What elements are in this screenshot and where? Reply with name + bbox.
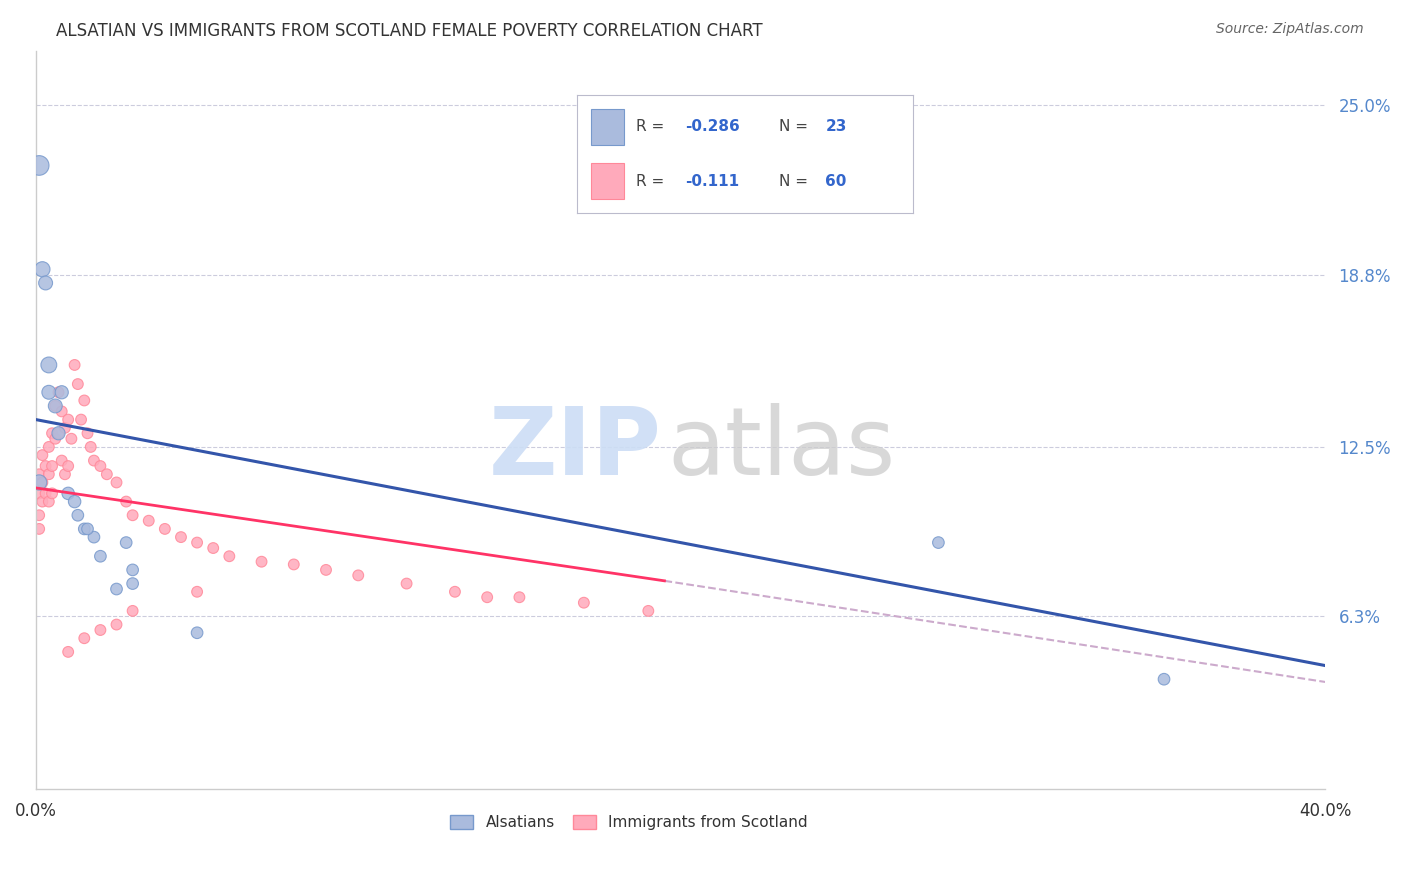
Point [115, 494, 138, 508]
Point [475, 591, 498, 605]
Point [38, 385, 60, 400]
Point [218, 549, 240, 564]
Point [315, 563, 337, 577]
Text: ALSATIAN VS IMMIGRANTS FROM SCOTLAND FEMALE POVERTY CORRELATION CHART: ALSATIAN VS IMMIGRANTS FROM SCOTLAND FEM… [56, 22, 763, 40]
Text: Source: ZipAtlas.com: Source: ZipAtlas.com [1216, 22, 1364, 37]
Point [89, 549, 111, 564]
Point [41, 426, 63, 441]
Point [121, 508, 143, 523]
Point [31, 494, 53, 508]
Point [115, 535, 138, 549]
Point [28, 475, 51, 490]
Text: atlas: atlas [668, 403, 896, 495]
Point [66, 508, 89, 523]
Point [63, 358, 86, 372]
Point [121, 604, 143, 618]
Point [89, 623, 111, 637]
Point [56, 486, 79, 500]
Point [508, 591, 530, 605]
Point [28, 522, 51, 536]
Point [48, 426, 70, 441]
Point [66, 377, 89, 392]
Point [31, 448, 53, 462]
Point [38, 494, 60, 508]
Point [53, 421, 76, 435]
Point [105, 582, 128, 596]
Point [96, 467, 118, 482]
Point [28, 158, 51, 172]
Point [38, 358, 60, 372]
Point [186, 625, 208, 640]
Point [44, 399, 66, 413]
Point [73, 631, 96, 645]
Point [138, 514, 160, 528]
Point [31, 262, 53, 277]
Point [38, 467, 60, 482]
Point [202, 541, 225, 555]
Point [73, 393, 96, 408]
Point [38, 440, 60, 454]
Point [56, 645, 79, 659]
Point [51, 385, 73, 400]
Point [28, 508, 51, 523]
Point [1153, 672, 1175, 686]
Point [34, 486, 56, 500]
Point [637, 604, 659, 618]
Point [48, 426, 70, 441]
Legend: Alsatians, Immigrants from Scotland: Alsatians, Immigrants from Scotland [444, 809, 814, 836]
Point [63, 494, 86, 508]
Point [444, 584, 467, 599]
Point [283, 558, 305, 572]
Point [44, 399, 66, 413]
Point [105, 617, 128, 632]
Point [347, 568, 370, 582]
Point [70, 412, 93, 426]
Point [186, 535, 208, 549]
Point [76, 522, 98, 536]
Point [105, 475, 128, 490]
Point [121, 576, 143, 591]
Point [41, 486, 63, 500]
Point [83, 453, 105, 467]
Text: ZIP: ZIP [488, 403, 661, 495]
Point [34, 458, 56, 473]
Point [89, 458, 111, 473]
Point [34, 276, 56, 290]
Point [572, 596, 595, 610]
Point [121, 563, 143, 577]
Point [250, 555, 273, 569]
Point [927, 535, 949, 549]
Point [76, 426, 98, 441]
Point [83, 530, 105, 544]
Point [56, 458, 79, 473]
Point [51, 453, 73, 467]
Point [60, 432, 83, 446]
Point [395, 576, 418, 591]
Point [170, 530, 193, 544]
Point [80, 440, 103, 454]
Point [56, 412, 79, 426]
Point [73, 522, 96, 536]
Point [44, 432, 66, 446]
Point [51, 404, 73, 418]
Point [28, 486, 51, 500]
Point [186, 584, 208, 599]
Point [153, 522, 176, 536]
Point [28, 467, 51, 482]
Point [48, 385, 70, 400]
Point [41, 458, 63, 473]
Point [31, 475, 53, 490]
Point [53, 467, 76, 482]
